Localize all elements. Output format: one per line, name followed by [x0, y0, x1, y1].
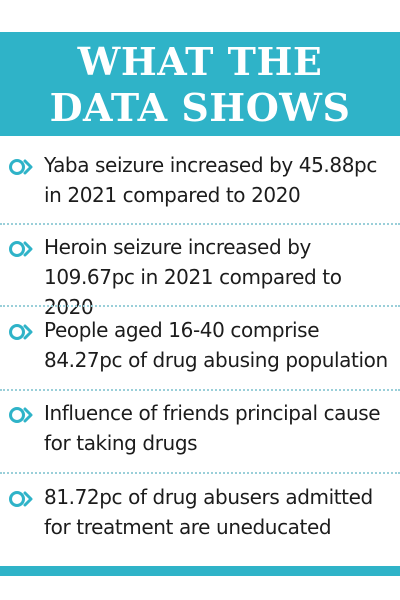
list-item-text: People aged 16-40 comprise 84.27pc of dr…	[44, 318, 388, 372]
list-item-text: Heroin seizure increased by 109.67pc in …	[44, 235, 342, 319]
double-chevron-circle-icon	[9, 491, 33, 507]
double-chevron-circle-icon	[9, 324, 33, 340]
list-item-text: Influence of friends principal cause for…	[44, 401, 381, 455]
header-title-line-2: DATA SHOWS	[49, 85, 351, 130]
divider	[0, 389, 400, 391]
header-banner	[0, 32, 400, 136]
footer-bar	[0, 566, 400, 576]
list-item-text: 81.72pc of drug abusers admitted for tre…	[44, 485, 373, 539]
double-chevron-circle-icon	[9, 241, 33, 257]
divider	[0, 472, 400, 474]
header-title-line-1: WHAT THE	[77, 39, 323, 84]
divider	[0, 305, 400, 307]
double-chevron-circle-icon	[9, 407, 33, 423]
divider	[0, 223, 400, 225]
double-chevron-circle-icon	[9, 159, 33, 175]
list-item-text: Yaba seizure increased by 45.88pc in 202…	[44, 153, 377, 207]
